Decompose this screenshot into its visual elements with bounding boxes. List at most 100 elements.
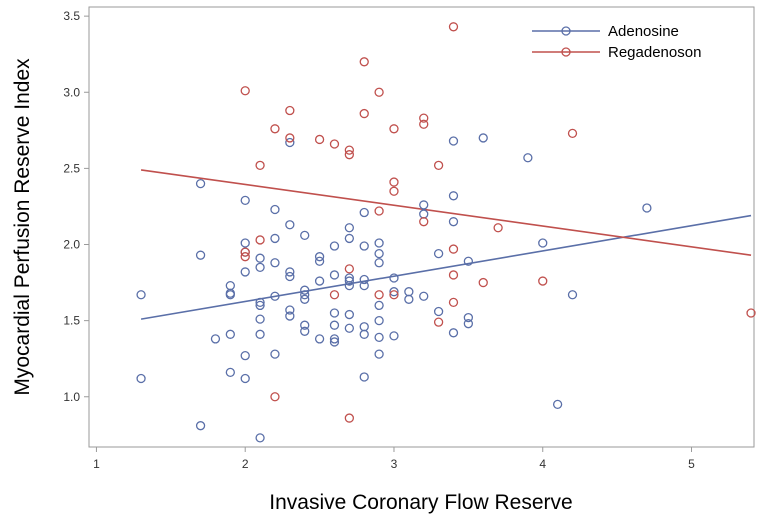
point-regadenoson: [270, 392, 280, 402]
point-adenosine: [463, 312, 474, 323]
point-regadenoson: [374, 206, 384, 216]
point-adenosine: [225, 367, 235, 378]
point-adenosine: [359, 329, 369, 339]
point-regadenoson: [344, 413, 354, 423]
point-regadenoson: [389, 177, 399, 187]
y-tick-label: 2.0: [63, 238, 80, 252]
point-adenosine: [374, 315, 384, 326]
point-adenosine: [240, 373, 250, 384]
point-adenosine: [300, 230, 310, 241]
point-adenosine: [240, 351, 250, 361]
point-adenosine: [419, 291, 429, 301]
point-regadenoson: [344, 150, 354, 160]
point-adenosine: [433, 248, 444, 259]
point-adenosine: [240, 267, 250, 277]
point-adenosine: [329, 241, 340, 251]
point-adenosine: [359, 274, 369, 285]
y-axis-title: Myocardial Perfusion Reserve Index: [11, 58, 34, 396]
point-adenosine: [195, 178, 206, 189]
point-adenosine: [300, 294, 310, 304]
point-regadenoson: [493, 223, 503, 233]
x-tick-label: 4: [539, 457, 546, 471]
x-tick-label: 2: [242, 457, 249, 471]
legend-item-regadenoson: Regadenoson: [532, 44, 701, 61]
point-adenosine: [225, 329, 235, 339]
y-axis: 1.0 1.5 2.0 2.5 3.0 3.5: [63, 9, 89, 404]
point-adenosine: [329, 320, 340, 330]
data-points: [136, 22, 756, 443]
point-adenosine: [240, 238, 250, 248]
point-regadenoson: [478, 277, 488, 288]
point-adenosine: [255, 314, 265, 324]
point-regadenoson: [433, 160, 444, 170]
point-adenosine: [255, 433, 265, 443]
x-tick-label: 3: [391, 457, 398, 471]
point-regadenoson: [389, 186, 399, 196]
point-adenosine: [448, 136, 459, 146]
point-regadenoson: [255, 160, 265, 170]
point-adenosine: [210, 334, 221, 344]
point-adenosine: [300, 290, 310, 300]
point-adenosine: [300, 326, 310, 336]
point-adenosine: [567, 290, 578, 300]
point-adenosine: [314, 256, 325, 266]
x-axis: 1 2 3 4 5: [93, 447, 695, 471]
fit-line-adenosine: [140, 214, 752, 320]
point-regadenoson: [255, 235, 265, 245]
point-adenosine: [314, 276, 325, 286]
point-adenosine: [419, 200, 429, 210]
point-regadenoson: [448, 22, 459, 32]
point-adenosine: [195, 421, 206, 431]
legend: Adenosine Regadenoson: [532, 23, 701, 61]
point-regadenoson: [419, 113, 429, 123]
point-adenosine: [359, 241, 369, 251]
point-adenosine: [270, 349, 280, 359]
point-regadenoson: [538, 276, 548, 286]
point-adenosine: [359, 372, 369, 382]
point-regadenoson: [359, 108, 369, 119]
point-adenosine: [359, 322, 369, 332]
legend-item-adenosine: Adenosine: [532, 23, 679, 40]
point-adenosine: [389, 331, 399, 341]
x-tick-label: 5: [688, 457, 695, 471]
legend-swatch-marker-regadenoson: [561, 47, 571, 57]
x-axis-title: Invasive Coronary Flow Reserve: [269, 491, 572, 514]
point-adenosine: [359, 207, 369, 218]
point-adenosine: [374, 248, 384, 259]
point-adenosine: [329, 337, 340, 347]
point-adenosine: [419, 209, 429, 219]
point-adenosine: [448, 328, 459, 338]
point-adenosine: [314, 334, 325, 344]
point-adenosine: [404, 294, 414, 304]
point-adenosine: [374, 332, 384, 343]
point-adenosine: [374, 300, 384, 311]
point-regadenoson: [389, 290, 399, 300]
point-adenosine: [300, 285, 310, 295]
legend-label-adenosine: Adenosine: [608, 23, 679, 40]
y-tick-label: 3.0: [63, 85, 80, 99]
point-adenosine: [344, 223, 354, 233]
point-adenosine: [285, 305, 295, 315]
point-regadenoson: [240, 252, 250, 262]
point-adenosine: [523, 153, 533, 163]
point-regadenoson: [359, 57, 369, 67]
point-adenosine: [285, 311, 295, 321]
point-regadenoson: [285, 105, 295, 116]
point-adenosine: [389, 287, 399, 297]
point-adenosine: [255, 300, 265, 311]
point-regadenoson: [567, 128, 578, 139]
point-regadenoson: [285, 133, 295, 143]
point-adenosine: [329, 308, 340, 318]
point-regadenoson: [329, 139, 340, 149]
point-adenosine: [404, 287, 414, 297]
point-adenosine: [374, 349, 384, 359]
point-adenosine: [463, 256, 474, 266]
point-adenosine: [314, 252, 325, 262]
y-tick-label: 1.0: [63, 390, 80, 404]
point-adenosine: [270, 233, 280, 244]
point-adenosine: [344, 276, 354, 286]
point-regadenoson: [344, 145, 354, 155]
y-tick-label: 3.5: [63, 9, 80, 23]
point-adenosine: [374, 238, 384, 248]
